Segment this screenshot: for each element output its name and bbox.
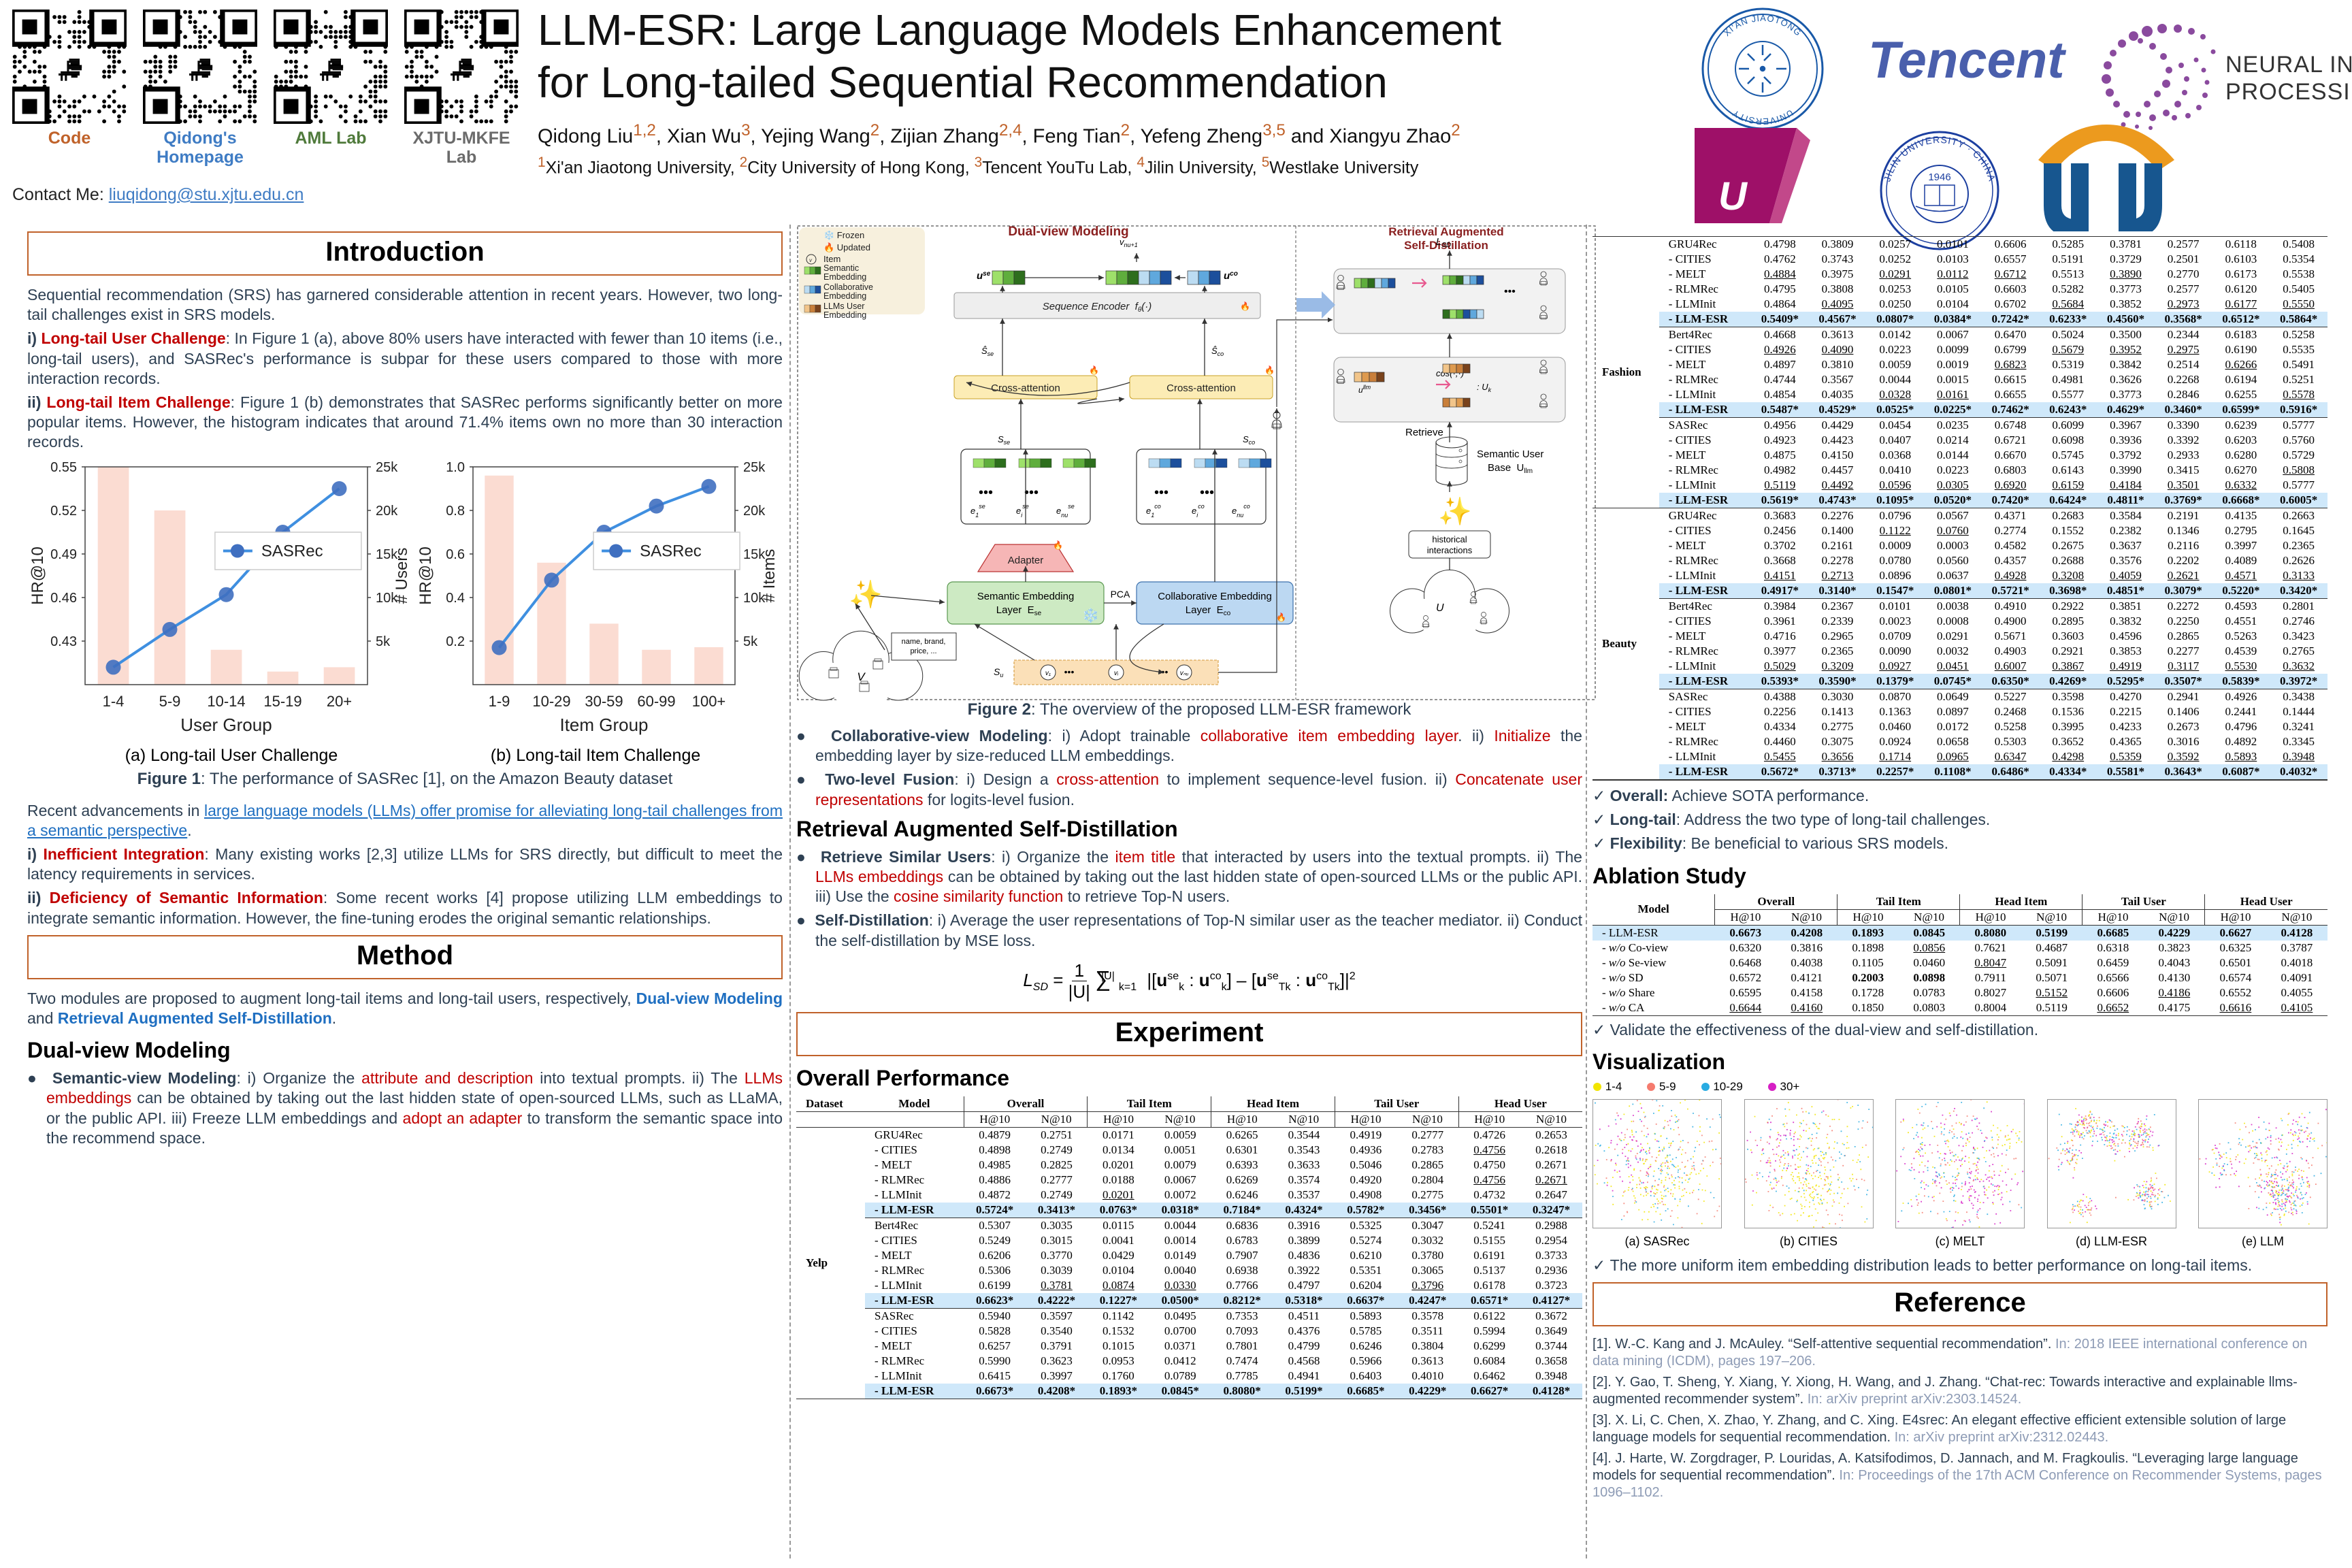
svg-text:0.55: 0.55 <box>50 460 77 475</box>
svg-text:U: U <box>1436 602 1444 614</box>
svg-text:vₙᵤ: vₙᵤ <box>1180 670 1189 677</box>
svg-text:🔥: 🔥 <box>1089 365 1099 375</box>
svg-text:Retrieval Augmented: Retrieval Augmented <box>1388 225 1503 238</box>
svg-text:User Group: User Group <box>180 715 272 735</box>
svg-text:15-19: 15-19 <box>263 693 301 710</box>
svg-text:0.2: 0.2 <box>446 634 465 649</box>
svg-text:✨: ✨ <box>1438 497 1472 527</box>
svg-text:25k: 25k <box>376 460 398 475</box>
svg-text:SASRec: SASRec <box>261 542 323 560</box>
svg-text:5k: 5k <box>743 634 758 649</box>
svg-text:historical: historical <box>1432 534 1467 544</box>
svg-text:HR@10: HR@10 <box>416 546 435 605</box>
svg-text:Item Group: Item Group <box>559 715 648 735</box>
svg-text:20+: 20+ <box>327 693 352 710</box>
svg-text:Dual-view Modeling: Dual-view Modeling <box>1008 225 1128 239</box>
svg-text:✨: ✨ <box>849 580 883 610</box>
svg-text:25k: 25k <box>743 460 766 475</box>
svg-text:Embedding: Embedding <box>823 310 866 320</box>
svg-text:price, ...: price, ... <box>910 647 936 655</box>
svg-text:Embedding: Embedding <box>823 272 866 282</box>
svg-text:PROCESSING SYSTEMS: PROCESSING SYSTEMS <box>2225 79 2351 105</box>
svg-text:10-14: 10-14 <box>207 693 245 710</box>
svg-text:Embedding: Embedding <box>823 291 866 301</box>
svg-text:Retrieve: Retrieve <box>1405 427 1443 438</box>
svg-text:•••: ••• <box>1200 485 1214 500</box>
svg-text:0.43: 0.43 <box>50 634 77 649</box>
svg-text:HR@10: HR@10 <box>29 546 47 605</box>
svg-text:LLMs User: LLMs User <box>823 301 864 311</box>
svg-text:100+: 100+ <box>692 693 726 710</box>
svg-text:🔥: 🔥 <box>1240 301 1250 311</box>
svg-text:5k: 5k <box>376 634 391 649</box>
svg-text:Adapter: Adapter <box>1008 555 1044 566</box>
svg-text:Sequence Encoder fθ(·): Sequence Encoder fθ(·) <box>1043 301 1152 314</box>
svg-text:SASRec: SASRec <box>640 542 702 560</box>
svg-text:0.8: 0.8 <box>446 504 465 519</box>
svg-text:PCA: PCA <box>1111 589 1130 600</box>
svg-text:10-29: 10-29 <box>532 693 570 710</box>
svg-text:❄️: ❄️ <box>1082 607 1099 623</box>
svg-text:0.6: 0.6 <box>446 547 465 562</box>
svg-text:Item: Item <box>823 254 840 264</box>
svg-text:0.46: 0.46 <box>50 591 77 606</box>
svg-text:60-99: 60-99 <box>637 693 675 710</box>
svg-text:vᵢ: vᵢ <box>1114 670 1119 677</box>
svg-text:NEURAL INFORMATION: NEURAL INFORMATION <box>2225 52 2351 78</box>
svg-text:0.52: 0.52 <box>50 504 77 519</box>
svg-text:name, brand,: name, brand, <box>902 638 946 646</box>
svg-text:interactions: interactions <box>1427 545 1473 555</box>
svg-text:U: U <box>1718 174 1748 218</box>
svg-text:# Items: # Items <box>760 549 779 602</box>
svg-text:•••: ••• <box>1064 666 1075 677</box>
svg-text:5-9: 5-9 <box>159 693 181 710</box>
svg-text:Semantic: Semantic <box>823 263 859 273</box>
svg-text:Cross-attention: Cross-attention <box>1166 382 1236 394</box>
svg-text:•••: ••• <box>1504 286 1516 297</box>
svg-text:🔥 Updated: 🔥 Updated <box>823 242 870 252</box>
svg-text:🔥: 🔥 <box>1264 365 1275 375</box>
svg-text:Collaborative: Collaborative <box>823 282 873 292</box>
svg-text:1.0: 1.0 <box>446 460 465 475</box>
svg-text:Semantic User: Semantic User <box>1477 448 1544 460</box>
svg-text:1-4: 1-4 <box>103 693 125 710</box>
svg-text:🔥: 🔥 <box>1276 612 1286 622</box>
svg-text:30-59: 30-59 <box>585 693 623 710</box>
svg-text:1946: 1946 <box>1928 172 1950 183</box>
svg-text:Cross-attention: Cross-attention <box>991 382 1060 394</box>
svg-text:•••: ••• <box>1154 485 1169 500</box>
svg-text:❄️ Frozen: ❄️ Frozen <box>823 230 864 240</box>
svg-text:0.49: 0.49 <box>50 547 77 562</box>
svg-text:0.4: 0.4 <box>446 591 465 606</box>
svg-text:•••: ••• <box>979 485 993 500</box>
svg-text:20k: 20k <box>376 504 398 519</box>
svg-text:Semantic Embedding: Semantic Embedding <box>977 591 1075 602</box>
svg-text:1-9: 1-9 <box>489 693 510 710</box>
svg-text:•••: ••• <box>1024 485 1039 500</box>
svg-text:Collaborative Embedding: Collaborative Embedding <box>1158 591 1272 602</box>
svg-text:🔥: 🔥 <box>1053 540 1063 550</box>
svg-text:20k: 20k <box>743 504 766 519</box>
svg-text:v₁: v₁ <box>1045 670 1051 677</box>
